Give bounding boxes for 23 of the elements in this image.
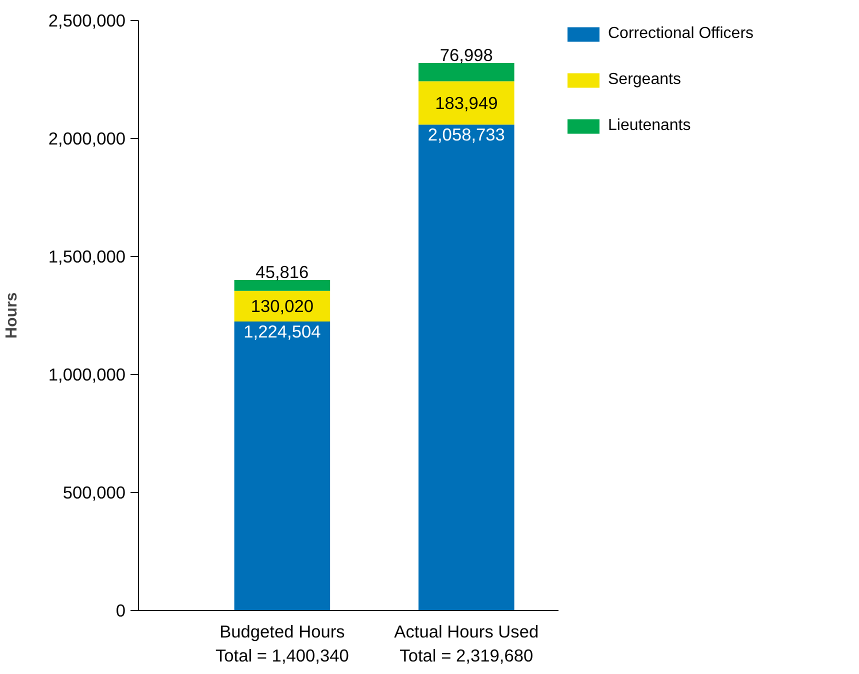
data-label: 1,224,504: [244, 322, 322, 342]
y-tick-label: 0: [116, 600, 126, 620]
data-label: 45,816: [256, 262, 309, 282]
data-label: 130,020: [250, 296, 314, 316]
y-tick-label: 500,000: [62, 482, 126, 502]
x-tick-label: Actual Hours Used Total = 2,319,680: [394, 622, 539, 666]
data-label: 2,058,733: [428, 124, 505, 145]
bar: [418, 63, 514, 82]
bar: [418, 81, 514, 125]
x-tick-label: Budgeted Hours Total = 1,400,340: [215, 622, 349, 666]
legend-label: Correctional Officers: [608, 25, 754, 43]
data-label: 183,949: [435, 92, 498, 113]
bar: [418, 124, 514, 610]
bar: [234, 322, 330, 610]
y-tick-label: 2,500,000: [48, 10, 126, 30]
bar: [234, 280, 330, 291]
data-label: 76,998: [440, 45, 493, 66]
legend-label: Lieutenants: [608, 117, 691, 135]
legend-label: Sergeants: [608, 71, 681, 89]
y-tick-label: 1,500,000: [48, 246, 126, 266]
y-axis-title: Hours: [3, 292, 20, 339]
y-tick-label: 1,000,000: [48, 364, 126, 384]
y-tick-label: 2,000,000: [48, 128, 126, 148]
